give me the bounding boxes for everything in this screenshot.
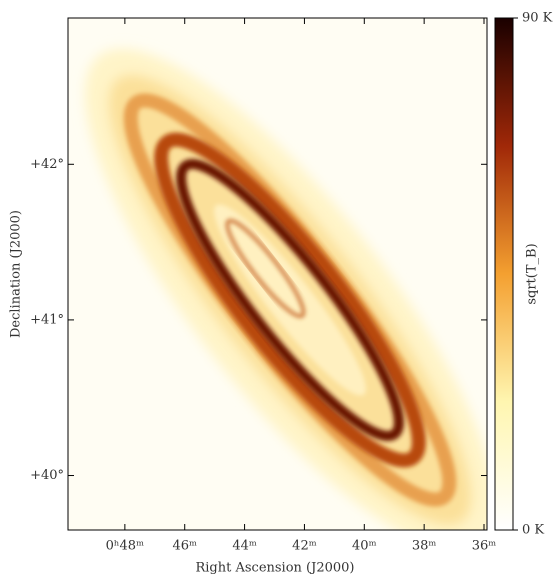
x-tick-label: 42ᵐ <box>292 539 317 554</box>
x-tick-label: 36ᵐ <box>472 539 497 554</box>
colorbar-tick-label: 90 K <box>522 11 553 26</box>
x-tick-label: 46ᵐ <box>172 539 197 554</box>
galaxy-image <box>68 18 487 530</box>
y-tick-label: +40° <box>30 468 64 483</box>
x-axis-label: Right Ascension (J2000) <box>195 561 354 576</box>
plot-frame <box>67 17 488 531</box>
y-axis-label: Declination (J2000) <box>9 210 24 338</box>
y-tick-label: +41° <box>30 312 64 327</box>
x-tick-label: 38ᵐ <box>412 539 437 554</box>
y-tick-label: +42° <box>30 157 64 172</box>
colorbar-label: sqrt(T_B) <box>525 243 540 304</box>
colorbar-tick-label: 0 K <box>522 523 544 538</box>
x-tick-label: 0ʰ48ᵐ <box>106 539 144 554</box>
x-tick-label: 44ᵐ <box>232 539 257 554</box>
colorbar <box>494 17 514 531</box>
x-tick-label: 40ᵐ <box>352 539 377 554</box>
